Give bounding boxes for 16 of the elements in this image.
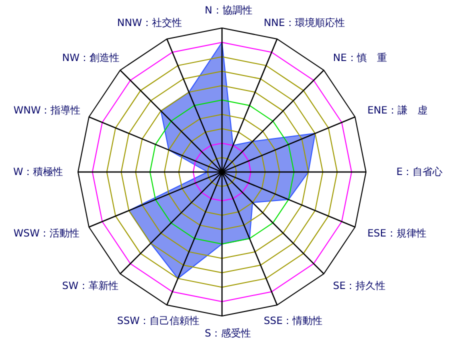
spoke-label: NE：慎 重 (333, 52, 387, 64)
spoke-label: SSW：自己信頼性 (117, 315, 200, 328)
spoke-label: WNW：指導性 (13, 104, 81, 116)
spoke-label: SW：革新性 (62, 280, 118, 292)
spoke-label: W：積極性 (13, 166, 64, 178)
spoke-label: WSW：活動性 (13, 228, 80, 240)
spoke-label: SE：持久性 (333, 280, 386, 292)
spoke-label: NNW：社交性 (117, 16, 182, 29)
spoke-label: N：協調性 (204, 4, 252, 17)
spoke-label: NW：創造性 (62, 52, 120, 64)
spoke-label: ESE：規律性 (367, 228, 426, 240)
spoke-label: E：自省心 (396, 166, 443, 178)
spoke-label: ENE：謙 虚 (367, 104, 428, 116)
spoke-label: S：感受性 (204, 327, 252, 340)
spoke-label: NNE：環境順応性 (264, 16, 345, 29)
spoke-label: SSE：情動性 (264, 315, 323, 328)
